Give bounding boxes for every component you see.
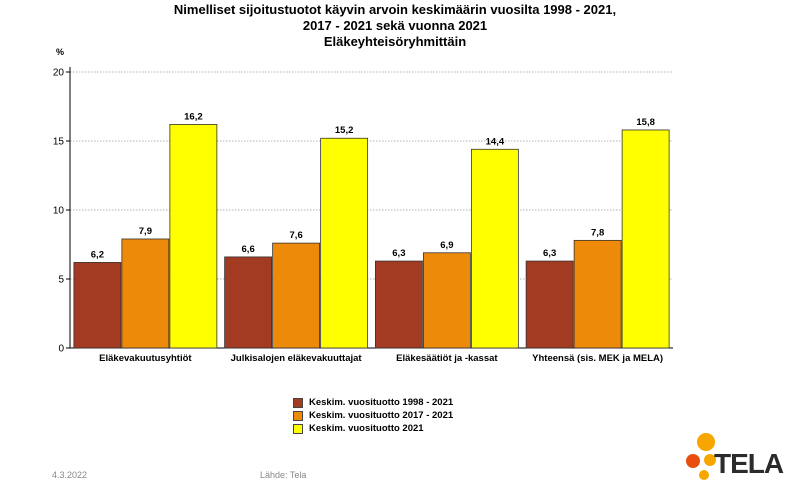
- title-line-2: 2017 - 2021 sekä vuonna 2021: [302, 18, 488, 33]
- bar: [169, 124, 218, 349]
- legend-label: Keskim. vuosituotto 2021: [309, 423, 424, 434]
- category-label: Eläkevakuutusyhtiöt: [99, 353, 192, 364]
- legend-swatch: [293, 423, 303, 434]
- data-label: 16,2: [184, 111, 203, 122]
- logo-text: TELA: [714, 448, 784, 479]
- data-label: 6,2: [91, 249, 104, 260]
- title-line-1: Nimelliset sijoitustuotot käyvin arvoin …: [173, 2, 617, 17]
- footer-date: 4.3.2022: [52, 470, 88, 480]
- data-label: 7,9: [139, 226, 152, 237]
- y-tick-label: 0: [58, 344, 64, 355]
- bar: [374, 260, 423, 349]
- data-label: 15,2: [335, 125, 354, 136]
- bar: [573, 239, 622, 349]
- title-line-3: Eläkeyhteisöryhmittäin: [323, 34, 467, 49]
- category-label: Julkisalojen eläkevakuuttajat: [231, 353, 363, 364]
- legend-label: Keskim. vuosituotto 1998 - 2021: [309, 397, 454, 408]
- bar: [422, 252, 471, 349]
- legend-item-2017-2021: Keskim. vuosituotto 2017 - 2021: [293, 409, 453, 422]
- bar: [121, 238, 170, 349]
- data-label: 7,8: [591, 227, 604, 238]
- category-label: Eläkesäätiöt ja -kassat: [396, 353, 498, 364]
- data-label: 6,3: [543, 248, 556, 259]
- legend-swatch: [293, 410, 303, 421]
- legend-item-2021: Keskim. vuosituotto 2021: [293, 422, 453, 435]
- bar: [470, 148, 519, 349]
- data-label: 7,6: [290, 230, 303, 241]
- logo-mark-icon: [686, 433, 716, 480]
- y-tick-label: 20: [53, 68, 65, 79]
- bar: [320, 137, 369, 349]
- tela-logo: TELA: [680, 430, 784, 485]
- bar: [224, 256, 273, 349]
- chart-title: Nimelliset sijoitustuotot käyvin arvoin …: [0, 2, 790, 50]
- y-tick-label: 15: [53, 137, 65, 148]
- bar: [272, 242, 321, 349]
- bar: [621, 129, 670, 349]
- data-label: 6,9: [440, 240, 453, 251]
- legend: Keskim. vuosituotto 1998 - 2021 Keskim. …: [293, 396, 453, 435]
- category-label: Yhteensä (sis. MEK ja MELA): [532, 353, 663, 364]
- y-tick-label: 10: [53, 206, 65, 217]
- data-label: 15,8: [636, 117, 655, 128]
- data-label: 6,6: [242, 244, 255, 255]
- legend-swatch: [293, 397, 303, 408]
- bar: [525, 260, 574, 349]
- bar: [73, 262, 122, 349]
- legend-label: Keskim. vuosituotto 2017 - 2021: [309, 410, 454, 421]
- data-label: 6,3: [392, 248, 405, 259]
- y-tick-label: 5: [58, 275, 64, 286]
- footer-source: Lähde: Tela: [260, 470, 307, 480]
- data-label: 14,4: [486, 136, 505, 147]
- y-axis-label: %: [56, 47, 64, 57]
- legend-item-1998-2021: Keskim. vuosituotto 1998 - 2021: [293, 396, 453, 409]
